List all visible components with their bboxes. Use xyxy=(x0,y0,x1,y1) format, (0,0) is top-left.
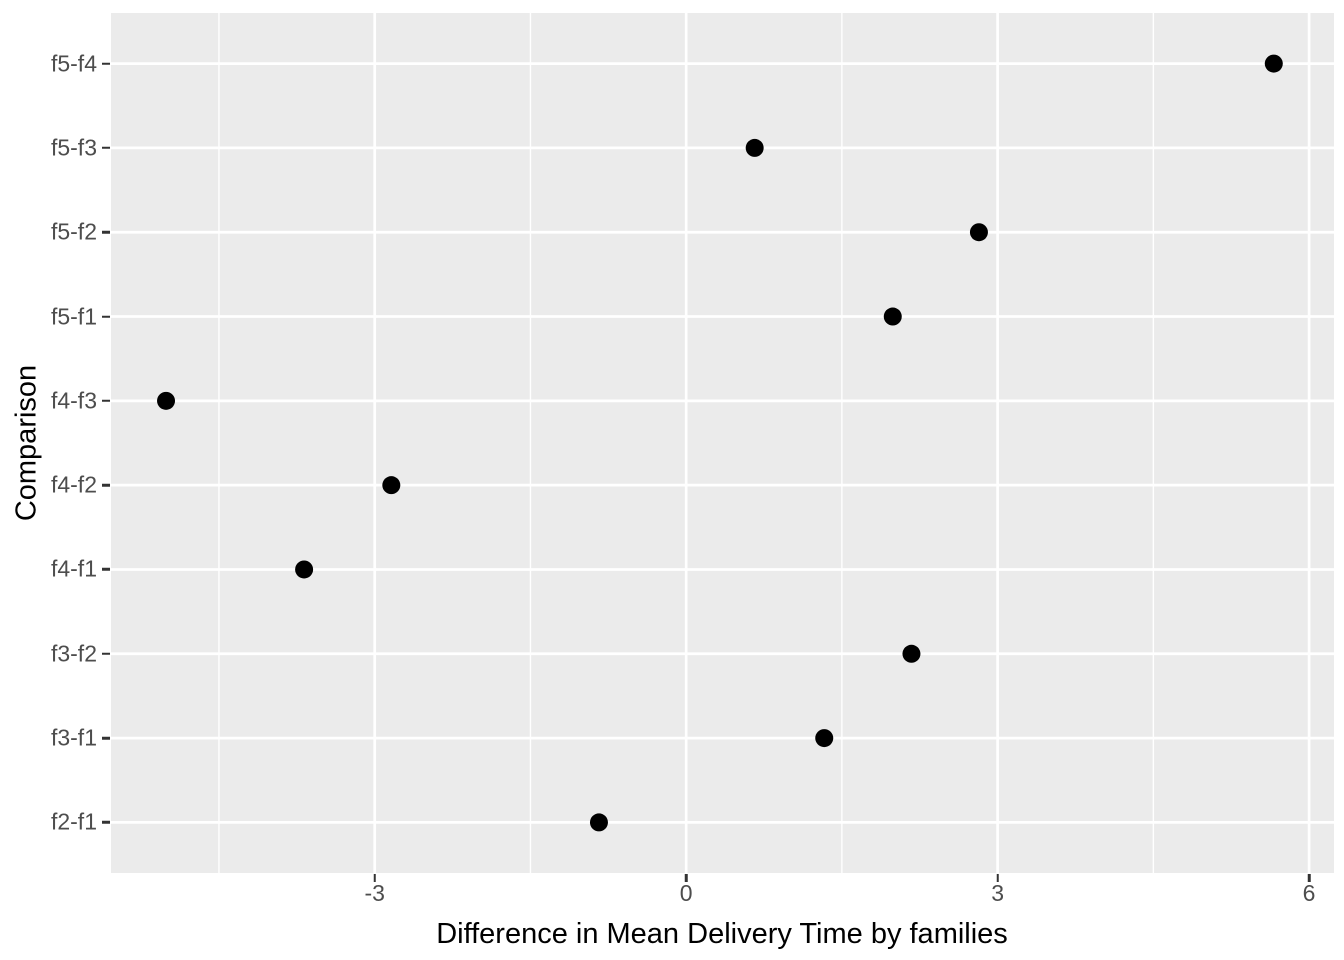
y-tick-mark xyxy=(102,146,110,150)
x-tick-label: 0 xyxy=(679,880,693,906)
data-point xyxy=(883,307,902,326)
y-tick-label: f5-f3 xyxy=(50,134,97,161)
data-point xyxy=(157,391,176,410)
y-tick-mark xyxy=(102,483,110,487)
x-tick-mark xyxy=(684,874,688,882)
y-axis-title: Comparison xyxy=(10,364,43,522)
y-tick-mark xyxy=(102,230,110,234)
y-tick-mark xyxy=(102,315,110,318)
plot-canvas xyxy=(111,13,1334,873)
y-tick-mark xyxy=(102,568,110,571)
data-point xyxy=(1264,54,1283,73)
panel-background xyxy=(111,13,1334,873)
x-tick-mark xyxy=(1307,874,1311,882)
y-tick-label: f4-f1 xyxy=(50,555,97,582)
x-tick-label: 3 xyxy=(991,880,1005,906)
y-tick-label: f3-f1 xyxy=(50,724,97,751)
data-point xyxy=(745,138,764,157)
x-axis-title: Difference in Mean Delivery Time by fami… xyxy=(436,918,1008,950)
data-point xyxy=(589,813,608,832)
data-point xyxy=(815,729,834,748)
y-tick-label: f5-f4 xyxy=(50,50,97,77)
y-tick-label: f5-f2 xyxy=(50,218,97,245)
y-tick-label: f5-f1 xyxy=(50,303,97,330)
x-tick-label: -3 xyxy=(364,880,385,906)
x-tick-mark xyxy=(373,874,376,882)
y-tick-mark xyxy=(102,652,110,656)
data-point xyxy=(902,644,921,663)
plot-panel xyxy=(111,13,1334,873)
y-tick-label: f2-f1 xyxy=(50,808,97,835)
data-point xyxy=(382,476,401,495)
data-point xyxy=(969,223,988,242)
x-tick-mark xyxy=(996,874,999,882)
y-tick-label: f3-f2 xyxy=(50,640,97,667)
x-tick-label: 6 xyxy=(1302,880,1316,906)
y-tick-mark xyxy=(102,62,110,65)
y-tick-mark xyxy=(102,736,110,740)
y-tick-label: f4-f2 xyxy=(50,471,97,498)
data-point xyxy=(295,560,314,579)
y-tick-mark xyxy=(102,399,110,403)
y-tick-mark xyxy=(102,821,110,824)
y-tick-label: f4-f3 xyxy=(50,387,97,414)
